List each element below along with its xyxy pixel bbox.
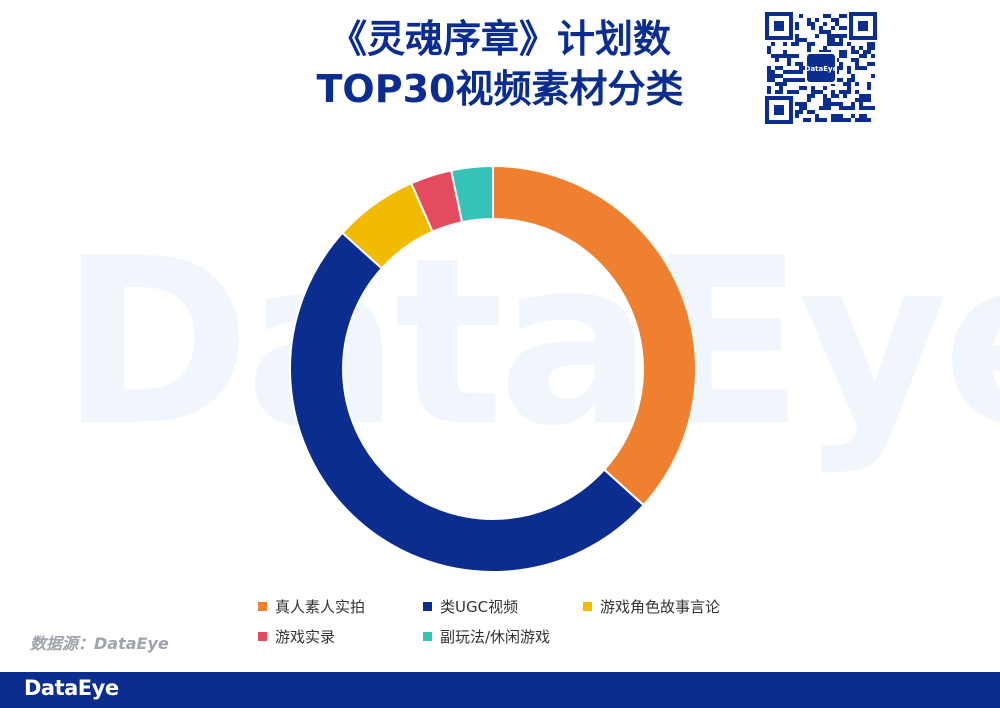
donut-slice-4 [450,164,494,224]
legend-item: 游戏实录 [258,626,335,647]
legend-item: 真人素人实拍 [258,596,365,617]
chart-title-line-2: TOP30视频素材分类 [316,67,684,111]
legend-label: 游戏实录 [275,628,336,646]
footer-logo: DataEye [24,676,119,700]
legend-label: 副玩法/休闲游戏 [440,628,551,646]
legend-item: 游戏角色故事言论 [583,596,720,617]
legend-swatch [423,632,432,641]
legend-item: 类UGC视频 [423,596,518,617]
legend-swatch [258,632,267,641]
qr-code-icon: DataEye [765,12,877,124]
background-watermark: DataEye [60,210,1000,477]
data-source-label: 数据源：DataEye [30,634,169,653]
legend-item: 副玩法/休闲游戏 [423,626,550,647]
donut-slice-1 [289,231,645,573]
legend-swatch [423,602,432,611]
legend-label: 真人素人实拍 [275,598,366,616]
qr-logo-text: DataEye [805,65,838,73]
legend-swatch [583,602,592,611]
footer-bar: DataEye [0,672,1000,708]
donut-slice-0 [492,164,697,507]
legend-swatch [258,602,267,611]
chart-title-line-1: 《灵魂序章》计划数 [328,17,671,61]
legend-label: 游戏角色故事言论 [600,598,721,616]
legend-label: 类UGC视频 [440,598,519,616]
chart-title: 《灵魂序章》计划数 TOP30视频素材分类 [150,14,850,114]
